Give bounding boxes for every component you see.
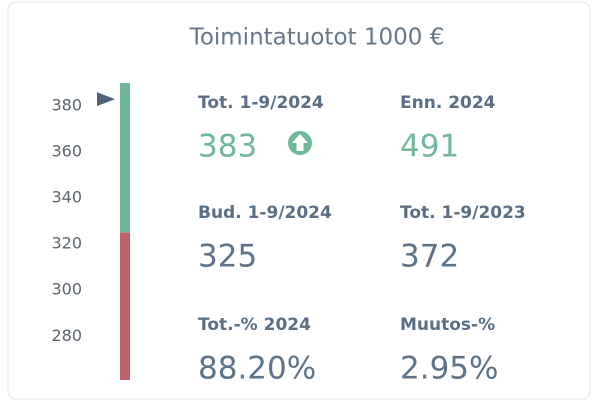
metric-value: 372 [400,239,459,275]
metric-value: 491 [400,129,459,165]
metric-value: 325 [198,239,257,275]
metric-value: 88.20% [198,351,316,387]
metric-label: Muutos-% [400,315,495,335]
scale-label: 380 [51,96,82,115]
metric-value: 2.95% [400,351,498,387]
actual-marker [97,92,115,107]
card [7,1,591,400]
metric-label: Tot.-% 2024 [198,315,311,335]
metric-label: Tot. 1-9/2024 [198,93,324,113]
metric-label: Enn. 2024 [400,93,496,113]
metric-label: Bud. 1-9/2024 [198,203,332,223]
scale-label: 360 [51,142,82,161]
bar-below-budget [120,232,130,380]
scale-label: 340 [51,188,82,207]
scale-label: 300 [51,280,82,299]
scale-label: 280 [51,326,82,345]
metric-label: Tot. 1-9/2023 [400,203,526,223]
scale-label: 320 [51,234,82,253]
bar-above-budget [120,83,130,233]
up-icon [288,131,312,155]
title: Toimintatuotot 1000 € [189,25,445,51]
metric-value: 383 [198,129,257,165]
